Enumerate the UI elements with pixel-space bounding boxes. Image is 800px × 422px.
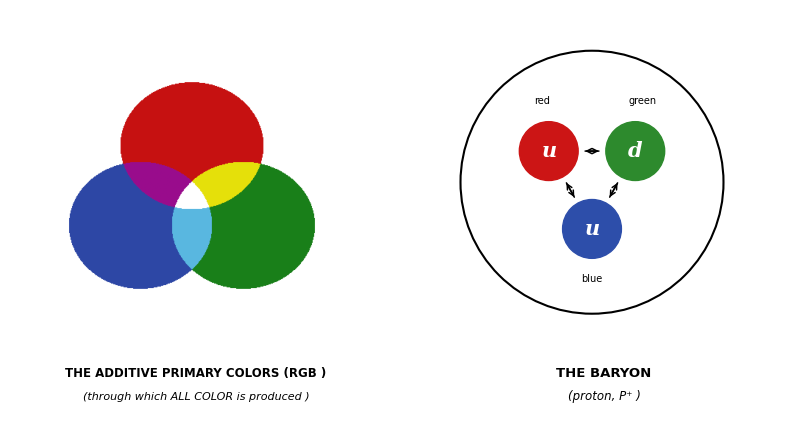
Text: green: green bbox=[628, 96, 656, 106]
Circle shape bbox=[562, 200, 622, 258]
Text: (through which ALL COLOR is produced ): (through which ALL COLOR is produced ) bbox=[82, 392, 310, 402]
Circle shape bbox=[519, 122, 578, 181]
Text: blue: blue bbox=[582, 274, 602, 284]
Text: u: u bbox=[585, 219, 599, 239]
Circle shape bbox=[606, 122, 665, 181]
Text: d: d bbox=[628, 141, 642, 161]
Text: THE ADDITIVE PRIMARY COLORS (RGB ): THE ADDITIVE PRIMARY COLORS (RGB ) bbox=[66, 367, 326, 380]
Text: THE BARYON: THE BARYON bbox=[556, 367, 652, 380]
Text: (proton, P⁺ ): (proton, P⁺ ) bbox=[567, 390, 641, 403]
Text: u: u bbox=[541, 141, 556, 161]
Text: red: red bbox=[534, 96, 550, 106]
